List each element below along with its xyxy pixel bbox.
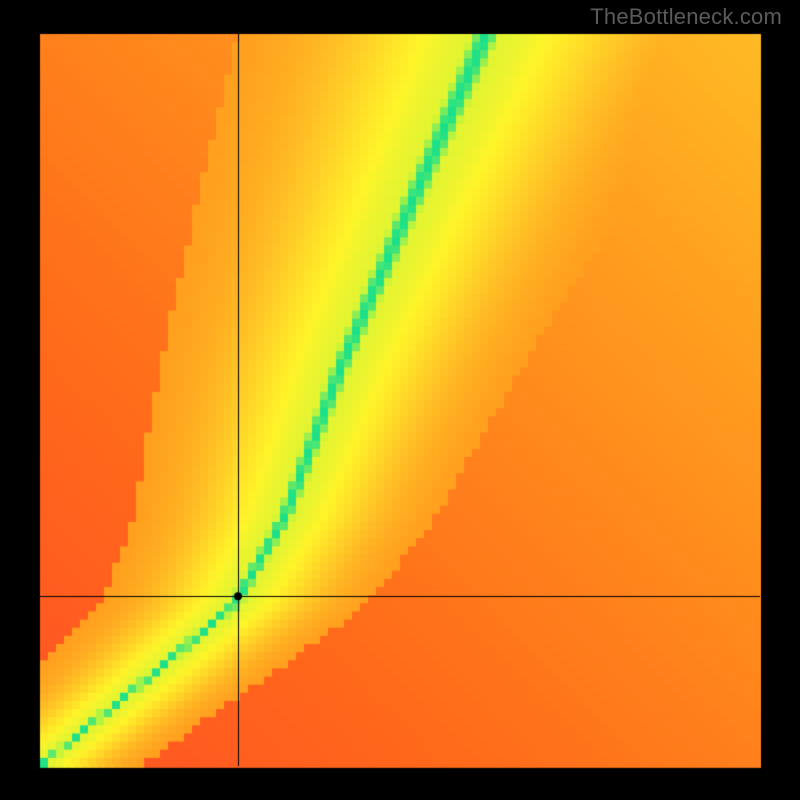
bottleneck-heatmap-canvas	[0, 0, 800, 800]
chart-container: TheBottleneck.com	[0, 0, 800, 800]
watermark-text: TheBottleneck.com	[590, 4, 782, 30]
